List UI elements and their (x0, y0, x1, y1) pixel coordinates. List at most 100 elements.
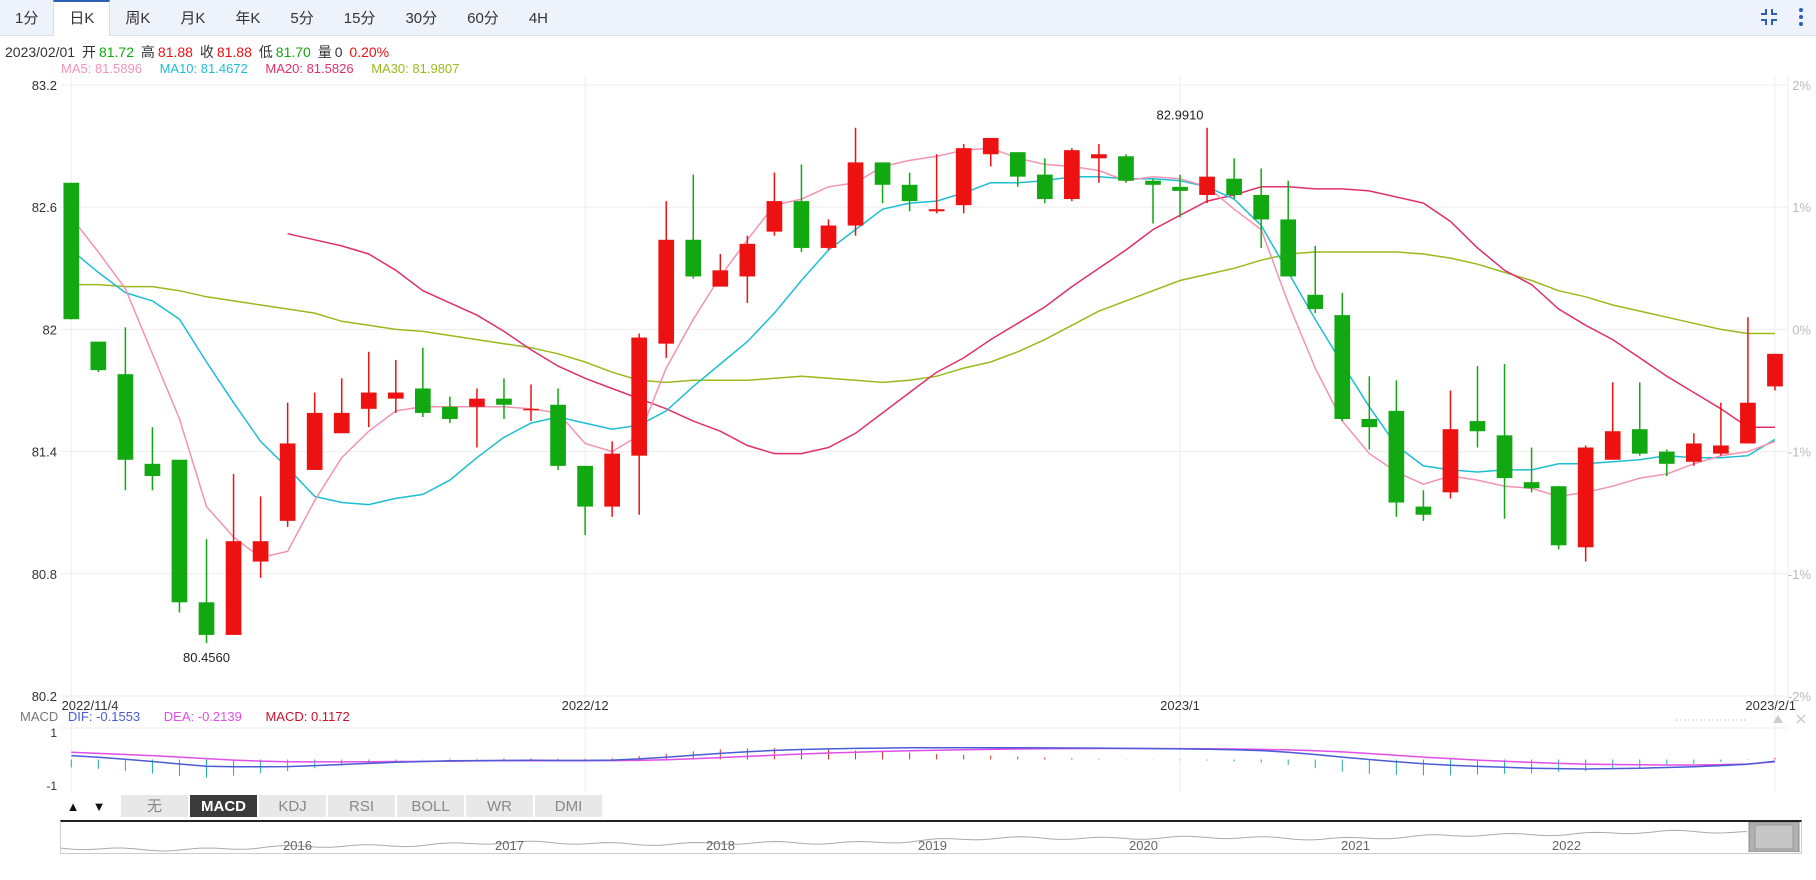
open-value: 81.72 (98, 44, 135, 60)
candle-up (469, 398, 485, 407)
collapse-icon[interactable] (1758, 6, 1780, 28)
candle-down (550, 404, 566, 466)
candle-up (604, 453, 620, 507)
tab-1[interactable]: 日K (53, 0, 111, 36)
candle-down (1469, 421, 1486, 432)
candle-down (1334, 315, 1351, 420)
candle-up (523, 408, 539, 411)
high-value: 81.88 (157, 44, 193, 60)
pane-close-icon (1796, 714, 1806, 724)
candle-up (360, 392, 377, 409)
candle-down (1145, 180, 1161, 185)
pane-up-icon (1773, 715, 1783, 723)
y-tick-label: 82 (43, 322, 57, 337)
tab-9[interactable]: 4H (528, 10, 548, 27)
navigator-year-label: 2021 (1341, 838, 1370, 853)
ohlc-info: 2023/02/01 开 81.72 高 81.88 收 81.88 低 81.70 量… (5, 42, 392, 62)
scroll-up-arrow-icon[interactable]: ▲ (66, 798, 80, 814)
candle-up (1604, 431, 1621, 460)
candle-up (1199, 176, 1215, 195)
tab-2[interactable]: 周K (125, 10, 151, 27)
ma5-legend: MA5: 81.5896 (61, 61, 142, 76)
candle-up (225, 541, 242, 635)
candle-down (874, 162, 891, 185)
candle-down (1496, 435, 1513, 479)
indicator-tab-2[interactable]: KDJ (258, 794, 327, 818)
candle-down (1523, 482, 1540, 489)
dea-line (71, 747, 1776, 766)
pct-tick-label: -1% (1788, 445, 1812, 460)
candle-down (1307, 294, 1324, 310)
candle-down (577, 465, 593, 507)
navigator-year-label: 2017 (495, 838, 524, 853)
tab-6[interactable]: 15分 (343, 10, 376, 27)
candle-up (1091, 154, 1107, 159)
ma-legend: MA5: 81.5896 MA10: 81.4672 MA20: 81.5826… (61, 61, 473, 76)
close-value: 81.88 (216, 44, 252, 60)
indicator-tab-6[interactable]: DMI (534, 794, 603, 818)
macd-legend: MACD DIF: -0.1553 DEA: -0.2139 MACD: 0.1… (20, 709, 370, 724)
candle-down (496, 398, 512, 405)
period-tab-bar: 1分 日K 周K 月K 年K 5分 15分 30分 60分 4H (0, 0, 1816, 36)
price-annotation: 80.4560 (183, 650, 230, 665)
candle-up (1740, 402, 1756, 444)
dif-line (71, 746, 1776, 770)
candle-down (144, 463, 161, 477)
candle-down (1009, 152, 1026, 177)
candle-up (820, 225, 837, 248)
tab-4[interactable]: 年K (235, 10, 261, 27)
pct-tick-label: 2% (1792, 78, 1811, 93)
range-navigator[interactable]: 2016 2017 2018 2019 2020 2021 2022 (60, 820, 1802, 854)
indicator-tab-1[interactable]: MACD (189, 794, 258, 818)
macd-tick-label: -1 (46, 779, 57, 793)
tab-7[interactable]: 30分 (405, 10, 438, 27)
more-options-icon[interactable] (1790, 6, 1812, 28)
scroll-down-arrow-icon[interactable]: ▼ (92, 798, 106, 814)
candle-up (631, 337, 648, 456)
candle-up (1064, 150, 1080, 200)
y-tick-label: 80.8 (32, 567, 57, 582)
info-date: 2023/02/01 (5, 44, 76, 60)
pct-tick-label: 1% (1792, 200, 1811, 215)
indicator-tab-0[interactable]: 无 (120, 794, 189, 818)
tab-5[interactable]: 5分 (290, 10, 314, 27)
tab-8[interactable]: 60分 (467, 10, 499, 27)
ma20-line (287, 186, 1775, 455)
close-label: 收 (199, 44, 214, 60)
candle-down (1172, 186, 1188, 191)
pct-tick-label: -2% (1788, 689, 1812, 704)
low-label: 低 (258, 44, 273, 60)
candle-down (901, 184, 918, 202)
indicator-tabs: 无 MACD KDJ RSI BOLL WR DMI (120, 794, 603, 818)
y-tick-label: 81.4 (32, 445, 57, 460)
ma30-legend: MA30: 81.9807 (371, 61, 460, 76)
ma30-line (71, 251, 1775, 384)
candle-down (171, 459, 188, 603)
macd-label: MACD (20, 709, 59, 724)
navigator-line (61, 829, 1748, 852)
indicator-tab-3[interactable]: RSI (327, 794, 396, 818)
volume-label: 量 (317, 44, 332, 60)
spacer (112, 794, 120, 818)
tab-3[interactable]: 月K (180, 10, 206, 27)
indicator-tab-4[interactable]: BOLL (396, 794, 465, 818)
indicator-tab-5[interactable]: WR (465, 794, 534, 818)
ma20-legend: MA20: 81.5826 (265, 61, 354, 76)
navigator-year-label: 2020 (1129, 838, 1158, 853)
candle-up (928, 209, 945, 212)
open-label: 开 (81, 44, 96, 60)
tab-0[interactable]: 1分 (15, 10, 39, 27)
ma10-line (70, 175, 1776, 506)
navigator-handle-inner (1754, 824, 1794, 850)
candle-down (1550, 486, 1567, 546)
x-tick-label: 2023/2/1 (1745, 698, 1796, 713)
pct-tick-label: -1% (1788, 567, 1812, 582)
indicator-bar: ▲ ▼ 无 MACD KDJ RSI BOLL WR DMI (60, 794, 603, 818)
period-tabs: 1分 日K 周K 月K 年K 5分 15分 30分 60分 4H (0, 0, 1816, 36)
candle-down (1415, 506, 1432, 515)
candle-down (793, 201, 810, 248)
toolbar (1758, 6, 1812, 28)
candle-down (1118, 156, 1134, 181)
candle-down (63, 182, 80, 320)
